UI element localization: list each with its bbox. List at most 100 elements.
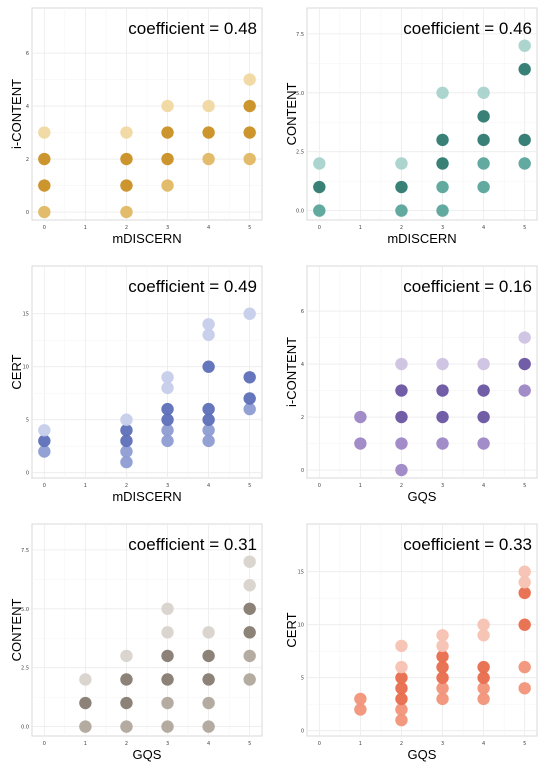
data-point: [38, 152, 51, 166]
data-point: [120, 152, 133, 166]
data-point: [38, 179, 51, 192]
data-point: [477, 629, 490, 642]
data-point: [243, 99, 256, 113]
data-point: [38, 424, 51, 437]
data-point: [436, 180, 449, 194]
data-point: [436, 692, 449, 706]
data-point: [202, 126, 215, 139]
data-point: [243, 673, 256, 686]
data-point: [202, 720, 215, 733]
x-tick-label: 5: [248, 741, 251, 747]
data-point: [120, 179, 133, 192]
data-point: [436, 629, 449, 642]
data-point: [120, 455, 133, 469]
data-point: [395, 463, 408, 477]
data-point: [161, 402, 174, 416]
coefficient-label: coefficient = 0.33: [403, 535, 532, 554]
scatter-plot-3: 0 1 2 3 4 5 0 5 10 15 mDISCERN CERT coefficient = 0.…: [9, 265, 263, 504]
data-point: [518, 357, 531, 371]
y-tick-label: 6: [301, 309, 304, 315]
data-point: [436, 204, 449, 217]
data-point: [354, 437, 367, 450]
data-point: [38, 434, 51, 448]
y-tick-label: 2.5: [21, 666, 29, 672]
x-tick-label: 0: [318, 225, 321, 231]
data-point: [161, 696, 174, 710]
data-point: [202, 318, 215, 331]
data-point: [436, 650, 449, 663]
y-tick-label: 0: [26, 210, 29, 216]
data-point: [436, 357, 449, 371]
x-tick-label: 4: [482, 483, 485, 489]
data-point: [161, 152, 174, 166]
y-axis-label: CERT: [9, 354, 24, 389]
data-point: [518, 682, 531, 695]
data-point: [79, 696, 92, 710]
panel-mdiscern-cert: 0 1 2 3 4 5 0 5 10 15 mDISCERN CERT coefficient = 0.…: [0, 258, 275, 516]
points: [313, 39, 531, 217]
data-point: [120, 673, 133, 686]
data-point: [120, 696, 133, 710]
data-point: [518, 331, 531, 344]
data-point: [477, 180, 490, 194]
x-axis-label: GQS: [408, 747, 437, 762]
data-point: [202, 413, 215, 426]
coefficient-label: coefficient = 0.49: [128, 277, 257, 296]
scatter-plot-6: 0 1 2 3 4 5 0 5 10 15 GQS CERT coefficient = 0.33: [284, 523, 538, 762]
data-point: [518, 660, 531, 674]
data-point: [79, 720, 92, 733]
data-point: [120, 649, 133, 663]
panel-gqs-content: 0 1 2 3 4 5 0.0 2.5 5.0 7.5 GQS CONTENT coefficient …: [0, 516, 275, 774]
data-point: [79, 673, 92, 686]
data-point: [395, 682, 408, 695]
x-tick-label: 4: [482, 741, 485, 747]
x-tick-label: 0: [43, 483, 46, 489]
data-point: [477, 86, 490, 100]
data-point: [518, 63, 531, 76]
data-point: [436, 157, 449, 170]
y-tick-label: 7.5: [296, 32, 304, 38]
data-point: [243, 602, 256, 615]
data-point: [243, 579, 256, 592]
x-tick-label: 0: [43, 225, 46, 231]
x-axis-label: mDISCERN: [387, 231, 456, 246]
data-point: [395, 204, 408, 217]
data-point: [38, 445, 51, 458]
data-point: [477, 410, 490, 424]
data-point: [243, 152, 256, 166]
data-point: [202, 152, 215, 166]
data-point: [477, 157, 490, 170]
data-point: [477, 671, 490, 684]
data-point: [202, 434, 215, 448]
y-tick-label: 0.0: [296, 209, 304, 215]
data-point: [161, 413, 174, 426]
data-point: [354, 692, 367, 706]
y-tick-label: 0: [26, 471, 29, 477]
panel-idiscern-icontent: 0 1 2 3 4 5 0 2 4 6 mDISCERN i-CONTENT coefficient =…: [0, 0, 275, 258]
data-point: [395, 703, 408, 716]
x-tick-label: 2: [400, 483, 403, 489]
scatter-plot-1: 0 1 2 3 4 5 0 2 4 6 mDISCERN i-CONTENT coefficient =…: [9, 7, 263, 246]
data-point: [477, 357, 490, 371]
points: [38, 73, 256, 219]
data-point: [436, 410, 449, 424]
y-axis-label: i-CONTENT: [284, 337, 299, 407]
panel-mdiscern-content: 0 1 2 3 4 5 0.0 2.5 5.0 7.5 mDISCERN CONTENT coeffic…: [275, 0, 550, 258]
data-point: [477, 110, 490, 123]
data-point: [477, 133, 490, 147]
x-tick-label: 2: [125, 225, 128, 231]
data-point: [161, 381, 174, 395]
data-point: [436, 384, 449, 397]
x-tick-label: 3: [166, 741, 169, 747]
data-point: [395, 384, 408, 397]
x-tick-label: 2: [125, 741, 128, 747]
data-point: [161, 649, 174, 663]
data-point: [477, 384, 490, 397]
x-tick-label: 3: [441, 225, 444, 231]
y-tick-label: 10: [298, 623, 304, 629]
y-tick-label: 10: [23, 365, 29, 371]
data-point: [202, 99, 215, 113]
data-point: [243, 555, 256, 568]
data-point: [243, 73, 256, 86]
x-tick-label: 5: [523, 483, 526, 489]
